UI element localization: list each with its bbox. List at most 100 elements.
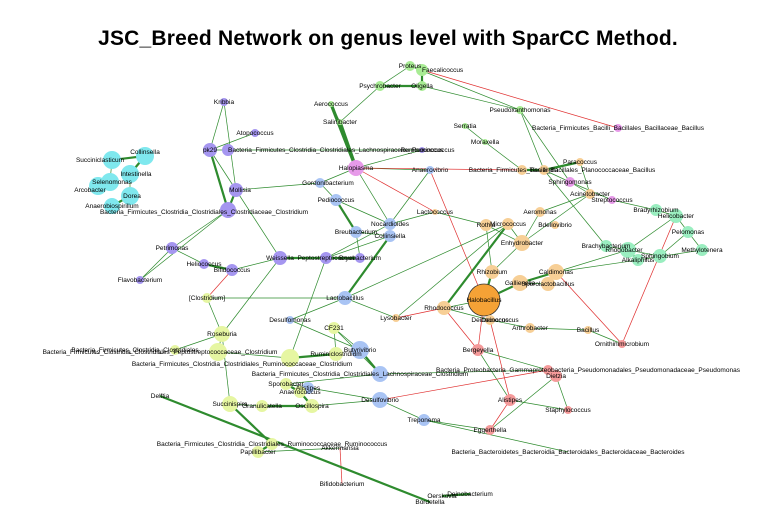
node-oscillospira [305, 399, 319, 413]
edge-pediococcus-breubacterium [335, 199, 357, 233]
edge-peptostreptococcus-rumi-long2 [289, 257, 327, 359]
node-lysobacter [392, 314, 400, 322]
node-label-bacillus2: Bacillus [577, 327, 600, 334]
node-label-rumi-long: Bacteria_Firmicutes_Clostridia_Clostridi… [43, 349, 278, 356]
node-collinsella [136, 147, 154, 165]
node-label-treponema: Treponema [408, 417, 441, 424]
node-label-bacilli: Bacteria_Firmicutes_Bacilli_Bacillales_B… [532, 125, 705, 132]
node-label-clostridium: [Clostridium] [189, 295, 225, 302]
edge-halopiasma-lactococcus [355, 167, 436, 213]
node-label-desulfovibrio: Desulfovibrio [361, 397, 399, 404]
node-desulfovibrio [372, 392, 388, 408]
node-label-arthrobacter: Arthrobacter [512, 325, 549, 332]
node-bradyrhizobium [650, 204, 662, 216]
node-label-bifidococcus: Bifidococcus [214, 267, 251, 274]
edge-salinibacter-halopiasma [338, 121, 358, 169]
node-sporolactobacillus [541, 277, 555, 291]
node-rumi-long [209, 343, 227, 361]
node-label-lactobacillus: Lactobacillus [326, 295, 364, 302]
edge-bifidococcus-weissella [231, 257, 281, 271]
node-ornithinimicrobium [618, 340, 626, 348]
node-label-streptococcus: Streptococcus [591, 197, 633, 204]
node-lachno-long [372, 366, 388, 382]
node-label-butyrivibrio: Butyrivibrio [344, 347, 377, 354]
node-label-gordonibacterium: Gordonibacterium [302, 180, 354, 187]
node-label-sporolactobacillus: Sporolactobacillus [522, 281, 576, 288]
node-bergeyella [472, 344, 484, 356]
edge-pseudoxanthomonas-tissierella [519, 109, 545, 171]
node-label-deinobacterium: Deinobacterium [447, 491, 493, 498]
edge-deinococcus-alistipes [489, 319, 511, 401]
node-rothia [480, 219, 492, 231]
node-sporobacter [280, 378, 292, 390]
node-label-deinococcus2: Deinococcus [481, 317, 519, 324]
node-label-faecalicoccus: Faecalicoccus [422, 67, 464, 74]
edge-clostridia-short-roseburia [174, 333, 223, 351]
node-deinococcus [485, 315, 495, 325]
node-label-acinetobacter: Acinetobacter [570, 191, 611, 198]
node-kribbia [220, 98, 228, 106]
node-arcobacter [89, 177, 107, 195]
edge-rhodococcus-micrococcus [443, 223, 509, 309]
node-label-collinsella: Collinsella [130, 149, 160, 156]
edge-lachno-long-deltaproteo [379, 369, 549, 375]
node-label-sphingobium: Sphingobium [641, 253, 679, 260]
node-clostridium-sp [220, 202, 236, 218]
node-tissierella [539, 165, 549, 175]
edge-halopiasma-nocardioides [355, 167, 391, 225]
node-mollisia [229, 183, 243, 197]
node-label-proteus: Proteus [399, 63, 422, 70]
node-salinibacter [337, 119, 343, 125]
edge-arthrobacter-bacillus2 [529, 327, 589, 331]
node-pelomonas [682, 226, 694, 238]
node-label-clostridium-sp: Bacteria_Firmicutes_Clostridia_Clostridi… [100, 209, 308, 216]
node-label-flavobacterium: Flavobacterium [118, 277, 162, 284]
edge-deltaproteo-bergeyella [477, 349, 549, 371]
node-enhydrobacter [514, 235, 530, 251]
edge-lachno-long-sporobacter [285, 373, 381, 385]
edge-flavobacterium-petrimonas [139, 247, 173, 281]
node-label-selenomonas: Selenomonas [92, 179, 132, 186]
edge-bifidococcus-clostridium [206, 269, 233, 299]
edge-lactobacillus-micrococcus [344, 223, 509, 299]
edge-tissierella-paracoccus [543, 160, 581, 172]
node-bacillus2 [584, 326, 592, 334]
node-label-oerskovia: Oerskovia [427, 493, 457, 500]
node-label-breubacterium: Breubacterium [335, 229, 377, 236]
edge-anaerovibrio-halobacillus [429, 169, 485, 301]
node-granulicatella [256, 400, 268, 412]
node-caldimonas [548, 264, 564, 280]
node-label-sphingomonas: Sphingomonas [548, 179, 592, 186]
edge-psychrobacter-salinibacter [339, 85, 381, 123]
node-label-oscillospira: Oscillospira [295, 403, 329, 410]
edge-faecalicoccus-bacilli [421, 69, 619, 129]
node-breubacterium [350, 226, 362, 238]
node-succiniclasticum [103, 151, 121, 169]
node-pediococcus [330, 194, 342, 206]
node-label-salinibacter: Salinibacter [323, 119, 358, 126]
edge-oscillospira-desulfovibrio [311, 399, 381, 407]
node-sphingomonas [565, 177, 575, 187]
node-label-rhizobium: Rhizobium [477, 269, 508, 276]
node-label-pk29: pk29 [203, 147, 217, 154]
node-collinsiella [384, 230, 396, 242]
node-label-intestinella: Intestinella [120, 171, 151, 178]
node-label-bdellovibrio: Bdellovibrio [538, 222, 572, 229]
node-label-aeromonas: Aeromonas [523, 209, 557, 216]
node-label-psychrobacter: Psychrobacter [359, 83, 401, 90]
node-papillibacter [252, 446, 264, 458]
node-dietzia [550, 370, 562, 382]
node-weissella [273, 251, 287, 265]
edge-nocardioides-lactococcus [389, 211, 436, 225]
node-rumi-long2 [281, 349, 299, 367]
node-halobacillus [467, 283, 501, 317]
node-roseburia [214, 326, 230, 342]
edge-caldimonas-rhodobacter [555, 249, 629, 273]
node-pk29 [203, 143, 217, 157]
node-label-staphylococcus: Staphylococcus [545, 407, 591, 414]
edge-treponema-eggerthella [423, 419, 491, 431]
edge-desulfovibrio-treponema [379, 399, 425, 421]
edge-tissierella-brachybacterium [543, 169, 607, 247]
